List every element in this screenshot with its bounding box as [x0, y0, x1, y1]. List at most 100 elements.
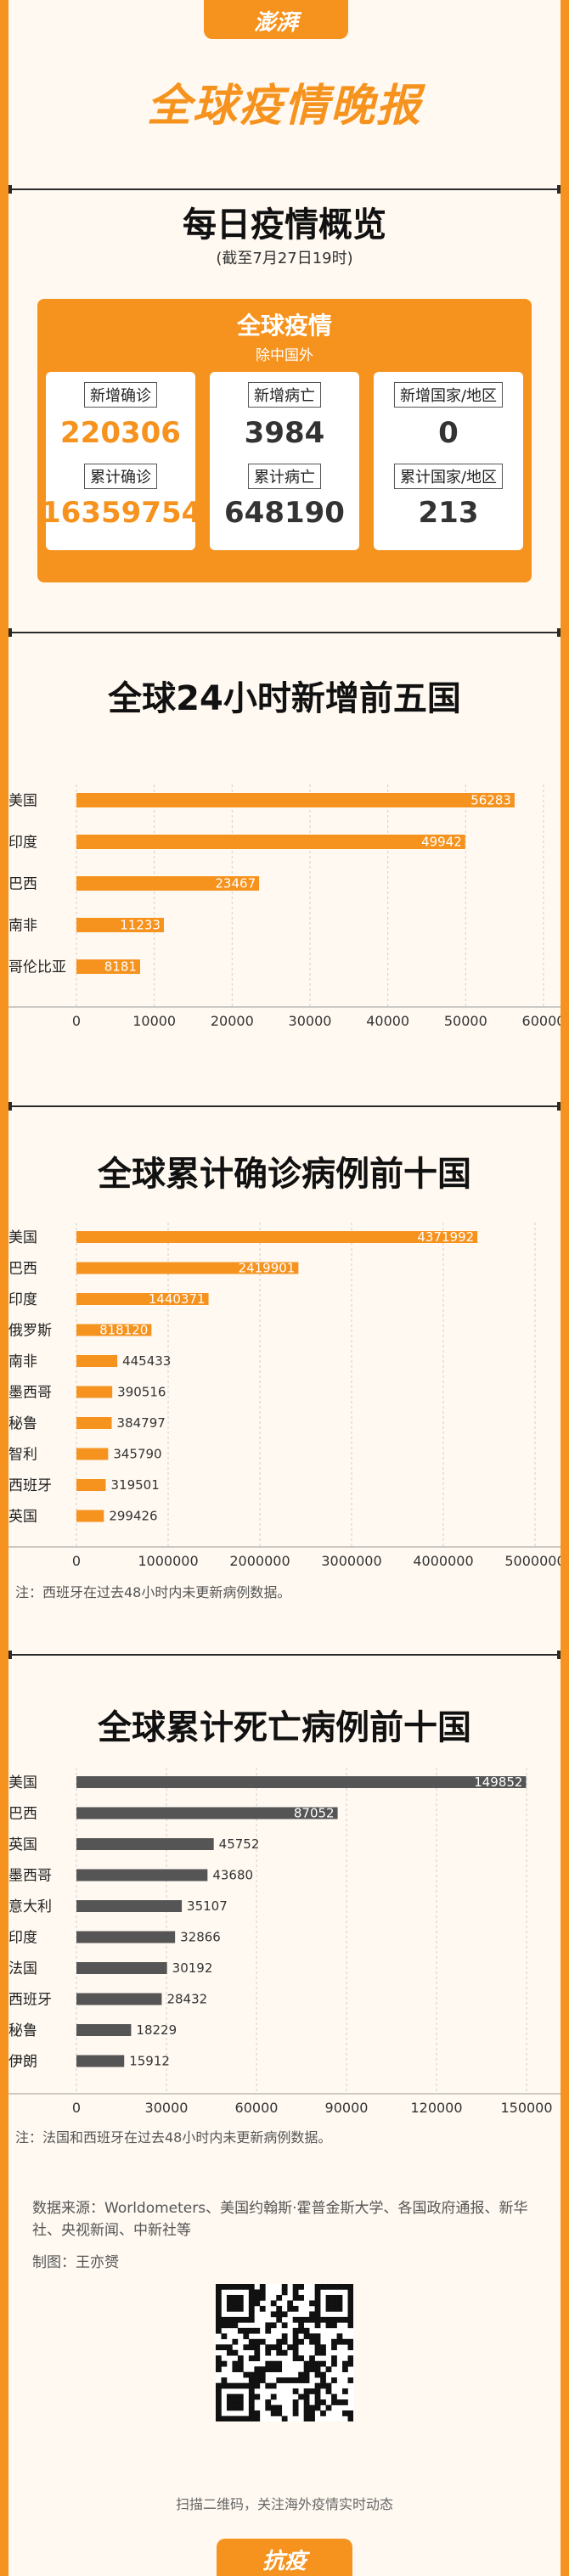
qr-module [325, 2294, 332, 2301]
category-label: 秘鲁 [8, 1415, 37, 1432]
qr-module [303, 2371, 310, 2378]
qr-module [320, 2382, 326, 2389]
bar [76, 1838, 214, 1850]
category-label: 南非 [8, 1353, 37, 1370]
qr-module [259, 2289, 266, 2296]
qr-module [216, 2399, 222, 2405]
qr-code[interactable] [216, 2284, 354, 2422]
qr-module [237, 2316, 244, 2323]
qr-module [292, 2294, 299, 2301]
tick-label: 10000 [132, 1013, 176, 1027]
qr-module [314, 2300, 321, 2307]
qr-module [259, 2305, 266, 2312]
chart-title-new-cases: 全球24小时新增前五国 [108, 679, 461, 718]
qr-module [276, 2377, 283, 2383]
value-label: 49942 [421, 835, 462, 850]
qr-module [232, 2322, 239, 2329]
qr-module [259, 2338, 266, 2345]
qr-module [331, 2316, 337, 2323]
qr-module [292, 2333, 299, 2340]
qr-module [248, 2294, 255, 2301]
qr-module [243, 2284, 250, 2290]
qr-module [309, 2416, 315, 2422]
qr-module [232, 2338, 239, 2345]
stat-value: 220306 [60, 416, 181, 450]
qr-module [254, 2355, 261, 2362]
qr-module [347, 2377, 354, 2383]
qr-module [243, 2333, 250, 2340]
tick-label: 5000000 [504, 1553, 561, 1569]
qr-module [309, 2388, 315, 2394]
qr-module [342, 2410, 348, 2416]
qr-module [226, 2284, 233, 2290]
qr-module [232, 2399, 239, 2405]
divider [8, 628, 561, 637]
category-label: 印度 [8, 1291, 37, 1308]
qr-module [276, 2366, 283, 2372]
qr-module [331, 2322, 337, 2329]
qr-module [303, 2399, 310, 2405]
qr-module [232, 2382, 239, 2389]
qr-module [314, 2399, 321, 2405]
tick-label: 90000 [325, 2100, 369, 2116]
category-label: 巴西 [8, 1806, 37, 1823]
qr-module [336, 2399, 343, 2405]
qr-module [216, 2355, 222, 2362]
category-label: 印度 [8, 835, 37, 852]
qr-caption: 扫描二维码，关注海外疫情实时动态 [175, 2496, 393, 2512]
qr-module [303, 2333, 310, 2340]
stat-label: 累计确诊 [84, 464, 157, 489]
qr-module [331, 2300, 337, 2307]
qr-module [248, 2300, 255, 2307]
qr-module [216, 2300, 222, 2307]
value-label: 18229 [136, 2022, 177, 2038]
qr-module [309, 2410, 315, 2416]
qr-module [248, 2393, 255, 2400]
chart-title-total-cases: 全球累计确诊病例前十国 [98, 1155, 471, 1194]
qr-module [292, 2284, 299, 2290]
qr-module [320, 2360, 326, 2367]
category-label: 西班牙 [8, 1992, 52, 2009]
qr-module [331, 2284, 337, 2290]
qr-module [336, 2294, 343, 2301]
qr-module [342, 2284, 348, 2290]
value-label: 1440371 [149, 1291, 206, 1307]
qr-module [325, 2300, 332, 2307]
qr-module [226, 2404, 233, 2411]
qr-module [237, 2360, 244, 2367]
qr-module [320, 2371, 326, 2378]
qr-module [232, 2316, 239, 2323]
qr-module [303, 2416, 310, 2422]
qr-module [287, 2377, 294, 2383]
qr-module [347, 2289, 354, 2296]
qr-module [336, 2316, 343, 2323]
qr-module [309, 2311, 315, 2318]
qr-module [342, 2366, 348, 2372]
qr-module [314, 2338, 321, 2345]
qr-module [221, 2316, 228, 2323]
qr-module [226, 2344, 233, 2351]
value-label: 445433 [122, 1353, 171, 1369]
qr-module [216, 2360, 222, 2367]
qr-module [254, 2366, 261, 2372]
qr-module [243, 2416, 250, 2422]
value-label: 43680 [212, 1868, 253, 1883]
value-label: 384797 [117, 1415, 166, 1431]
page-title: 全球疫情晚报 [146, 81, 422, 132]
qr-module [216, 2284, 222, 2290]
qr-module [243, 2327, 250, 2334]
qr-module [347, 2355, 354, 2362]
qr-module [314, 2322, 321, 2329]
qr-module [298, 2371, 304, 2378]
qr-module [276, 2311, 283, 2318]
divider [8, 1102, 561, 1111]
tick-label: 60000 [235, 2100, 279, 2116]
qr-module [314, 2289, 321, 2296]
new-cases-bar-chart: 0 10000 20000 30000 40000 50000 60000 美国 56283 印度… [8, 785, 561, 1027]
value-label: 149852 [474, 1775, 522, 1790]
qr-module [270, 2382, 277, 2389]
qr-module [221, 2382, 228, 2389]
qr-module [320, 2410, 326, 2416]
qr-module [265, 2366, 272, 2372]
qr-module [320, 2316, 326, 2323]
